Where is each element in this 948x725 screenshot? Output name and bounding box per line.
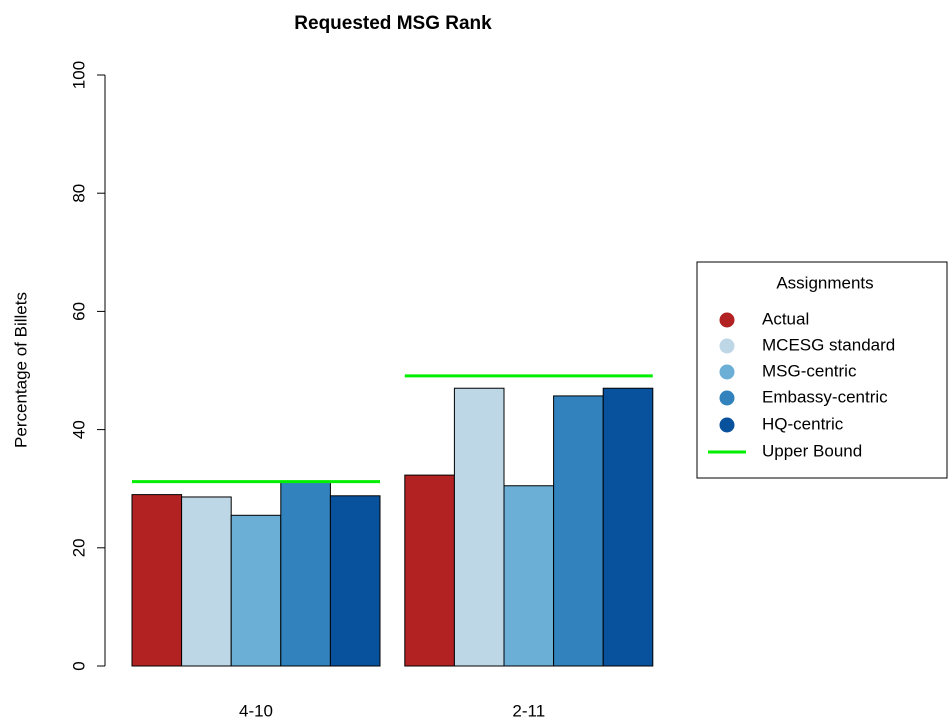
legend-marker: [719, 417, 735, 433]
bar: [553, 395, 604, 667]
y-tick-label: 100: [69, 61, 88, 89]
bar: [181, 496, 232, 667]
bar: [131, 494, 183, 667]
legend-label: Upper Bound: [762, 441, 862, 460]
legend-marker: [719, 364, 735, 380]
legend-marker: [719, 338, 735, 354]
legend-marker: [719, 312, 735, 328]
chart-title: Requested MSG Rank: [294, 13, 492, 34]
legend-label: HQ-centric: [762, 414, 844, 433]
x-tick-label: 4-10: [239, 701, 273, 720]
legend-title: Assignments: [776, 273, 873, 292]
legend-label: MSG-centric: [762, 361, 857, 380]
y-tick-label: 60: [69, 302, 88, 321]
y-tick-label: 40: [69, 420, 88, 439]
y-tick-label: 0: [69, 661, 88, 670]
bar: [602, 387, 654, 667]
y-axis-label: Percentage of Billets: [11, 292, 30, 448]
bar: [280, 481, 331, 667]
x-tick-label: 2-11: [512, 701, 545, 720]
bar: [329, 495, 381, 667]
bar: [503, 485, 555, 667]
bar: [404, 474, 455, 667]
y-tick-label: 80: [69, 184, 88, 203]
legend-label: MCESG standard: [762, 335, 895, 354]
bar: [453, 387, 505, 667]
legend-label: Embassy-centric: [762, 387, 888, 406]
legend-marker: [719, 390, 735, 406]
y-tick-label: 20: [69, 538, 88, 557]
bar: [230, 514, 282, 667]
legend-label: Actual: [762, 309, 809, 328]
legend-box: [696, 261, 948, 479]
